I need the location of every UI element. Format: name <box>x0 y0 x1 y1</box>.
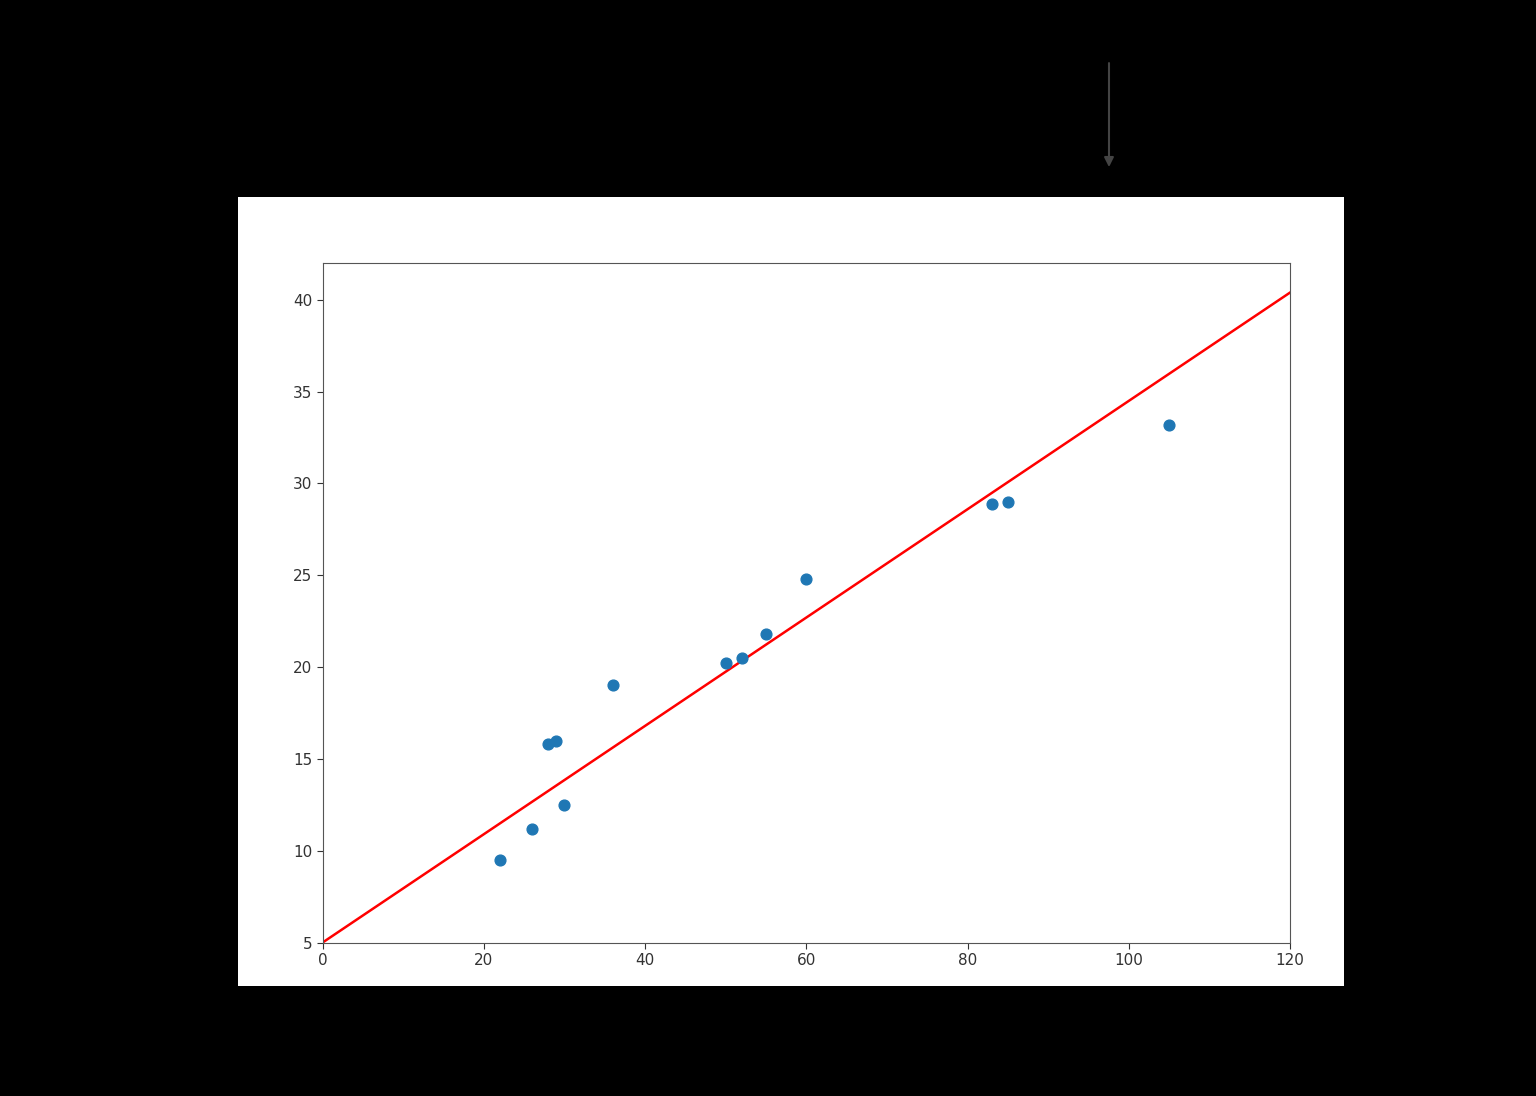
Point <box>536 735 561 753</box>
Point <box>1157 415 1181 433</box>
Point <box>713 654 737 672</box>
Point <box>730 649 754 666</box>
Point <box>519 820 544 837</box>
Point <box>980 495 1005 513</box>
Point <box>553 796 578 813</box>
Point <box>488 852 513 869</box>
Point <box>754 625 779 642</box>
Point <box>544 732 568 750</box>
Point <box>601 676 625 694</box>
Point <box>995 493 1020 511</box>
Point <box>794 570 819 587</box>
